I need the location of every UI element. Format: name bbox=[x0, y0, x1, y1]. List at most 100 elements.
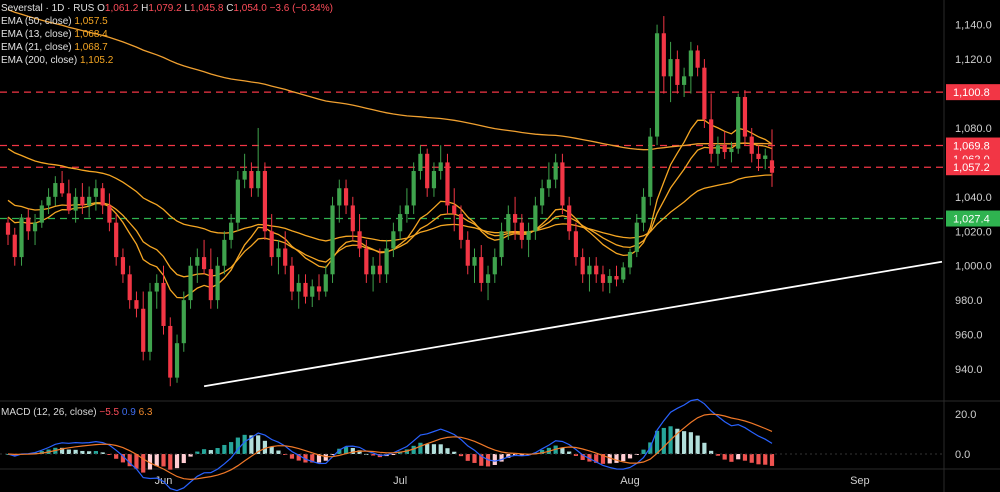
macd-histogram-bar bbox=[438, 444, 443, 454]
candle-body bbox=[485, 274, 491, 283]
macd-histogram-bar bbox=[452, 451, 457, 454]
candle-body bbox=[648, 136, 653, 197]
macd-signal-line bbox=[7, 413, 773, 481]
candle-body bbox=[87, 196, 92, 206]
candle-body bbox=[425, 153, 430, 189]
macd-histogram-bar bbox=[120, 454, 126, 463]
price-tick-label: 1,040.0 bbox=[955, 192, 992, 204]
symbol-label: Severstal · 1D · RUS bbox=[1, 3, 95, 14]
candle-body bbox=[465, 239, 470, 266]
candle-body bbox=[458, 214, 464, 240]
macd-histogram-bar bbox=[337, 448, 342, 454]
candle-body bbox=[736, 96, 741, 149]
macd-histogram-bar bbox=[256, 435, 261, 454]
candle-body bbox=[154, 282, 159, 292]
candle-body bbox=[627, 251, 633, 268]
candle-body bbox=[769, 160, 775, 173]
candle-body bbox=[289, 265, 295, 292]
candle-body bbox=[161, 282, 166, 326]
candle-body bbox=[654, 33, 660, 137]
macd-histogram-bar bbox=[458, 454, 464, 457]
ohlc-high: 1,079.2 bbox=[148, 3, 182, 14]
candle-body bbox=[540, 188, 545, 206]
ema-200-label: EMA (200, close) bbox=[1, 55, 78, 66]
candle-body bbox=[526, 231, 531, 240]
candle-body bbox=[343, 188, 349, 206]
macd-histogram-bar bbox=[147, 454, 153, 470]
candle-body bbox=[371, 265, 376, 275]
macd-histogram-bar bbox=[675, 428, 680, 454]
level-tag bbox=[946, 84, 1000, 101]
candle-body bbox=[560, 162, 565, 206]
macd-histogram-bar bbox=[181, 454, 186, 464]
ema-50-value: 1,057.5 bbox=[74, 16, 108, 27]
candle-body bbox=[168, 325, 173, 378]
chart-legend: Severstal · 1D · RUS O1,061.2 H1,079.2 L… bbox=[1, 2, 333, 67]
macd-histogram-bar bbox=[472, 454, 477, 463]
candle-body bbox=[682, 76, 687, 85]
candle-body bbox=[181, 300, 186, 344]
macd-histogram-bar bbox=[323, 454, 328, 461]
candle-body bbox=[323, 274, 328, 292]
candle-body bbox=[695, 50, 700, 68]
candle-body bbox=[120, 257, 126, 275]
macd-line bbox=[7, 398, 773, 492]
macd-histogram-bar bbox=[479, 454, 484, 466]
macd-histogram-bar bbox=[425, 444, 430, 454]
candle-body bbox=[337, 188, 342, 206]
macd-histogram-bar bbox=[560, 447, 565, 454]
candle-body bbox=[147, 291, 153, 352]
macd-histogram-bar bbox=[573, 454, 579, 456]
macd-histogram-bar bbox=[222, 444, 227, 454]
macd-histogram-bar bbox=[310, 454, 315, 463]
ema-200-value: 1,105.2 bbox=[79, 55, 114, 66]
price-tick-label: 940.0 bbox=[955, 364, 983, 376]
candle-body bbox=[553, 162, 558, 180]
candle-body bbox=[188, 265, 193, 301]
candle-body bbox=[174, 343, 180, 378]
candle-body bbox=[12, 234, 17, 258]
macd-histogram-bar bbox=[627, 454, 633, 459]
candle-body bbox=[519, 222, 524, 240]
time-label: Aug bbox=[620, 475, 640, 487]
candle-body bbox=[235, 179, 240, 223]
candle-body bbox=[729, 148, 734, 153]
candle-body bbox=[201, 257, 207, 270]
macd-histogram-bar bbox=[114, 454, 119, 459]
ohlc-low-label: L bbox=[184, 3, 191, 14]
macd-histogram-bar bbox=[80, 450, 85, 454]
macd-histogram-bar bbox=[519, 454, 524, 456]
macd-histogram-bar bbox=[654, 430, 660, 454]
symbol-line: Severstal · 1D · RUS O1,061.2 H1,079.2 L… bbox=[1, 2, 333, 15]
candle-body bbox=[53, 183, 58, 197]
macd-histogram-bar bbox=[418, 442, 423, 454]
ema-50-line bbox=[7, 148, 773, 242]
macd-histogram-bar bbox=[621, 454, 626, 462]
macd-histogram-bar bbox=[168, 454, 173, 470]
macd-histogram-bar bbox=[371, 454, 376, 456]
macd-histogram-bar bbox=[107, 454, 112, 455]
macd-histogram-bar bbox=[702, 442, 707, 454]
candle-body bbox=[580, 257, 585, 275]
candle-body bbox=[80, 196, 85, 206]
candle-body bbox=[573, 231, 579, 258]
candle-body bbox=[32, 222, 38, 232]
macd-histogram-bar bbox=[411, 445, 416, 454]
macd-histogram-bar bbox=[641, 449, 646, 454]
candle-body bbox=[567, 205, 572, 232]
candle-body bbox=[93, 188, 98, 197]
candle-body bbox=[316, 286, 322, 292]
candle-body bbox=[445, 162, 450, 206]
candle-body bbox=[364, 248, 369, 275]
ema-13-line: EMA (13, close) 1,068.4 bbox=[1, 28, 333, 41]
candle-body bbox=[256, 171, 261, 189]
macd-histogram-bar bbox=[445, 448, 450, 454]
macd-histogram-bar bbox=[59, 447, 65, 454]
macd-histogram-bar bbox=[289, 454, 295, 459]
ohlc-open: 1,061.2 bbox=[104, 3, 139, 14]
time-label: Jul bbox=[393, 475, 407, 487]
macd-histogram-bar bbox=[391, 454, 396, 455]
candle-body bbox=[411, 171, 416, 206]
candle-body bbox=[634, 222, 639, 252]
